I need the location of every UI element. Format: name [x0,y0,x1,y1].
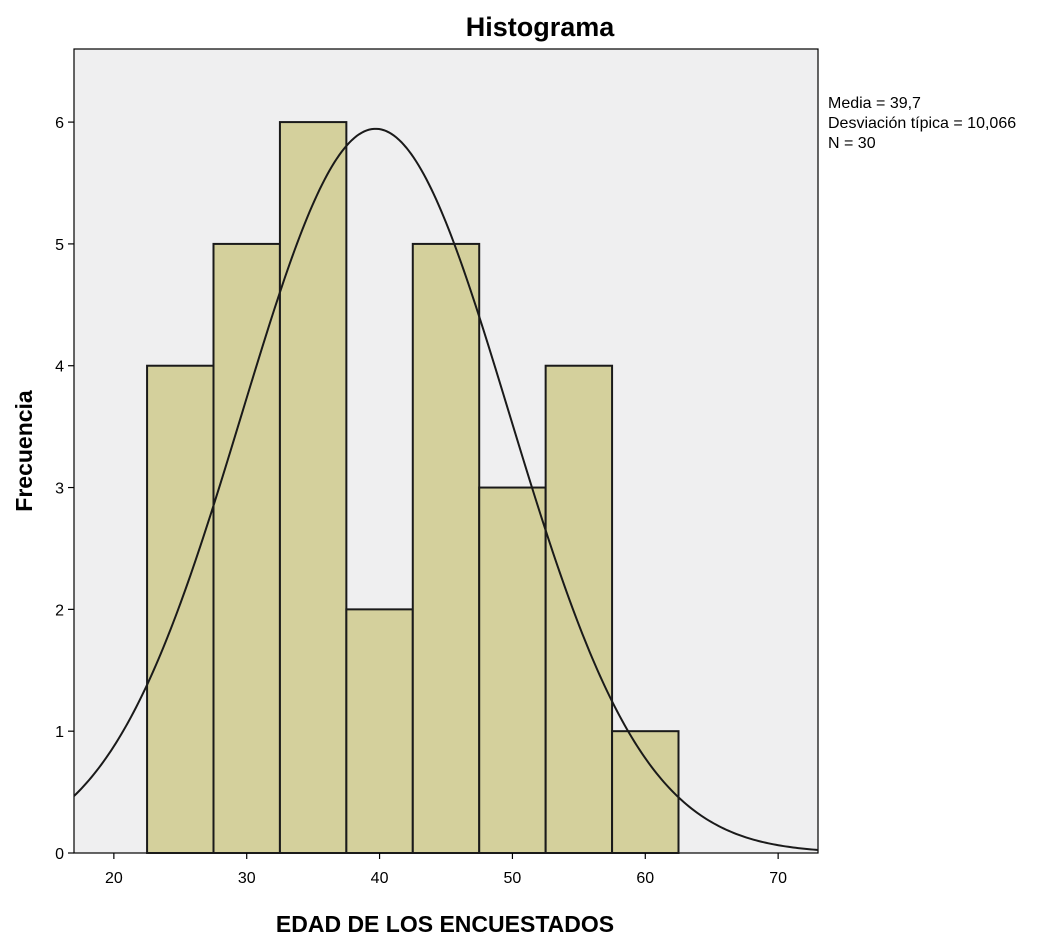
chart-title: Histograma [466,12,616,42]
histogram-bar-7 [544,364,614,854]
histogram-bar-3 [278,121,348,855]
stat-n: N = 30 [828,135,876,152]
x-tick-label: 70 [769,870,787,887]
y-tick-label: 0 [55,846,64,863]
histogram-bar-6 [478,486,547,854]
x-tick-label: 20 [105,870,123,887]
normal-curve [73,127,819,851]
y-tick-label: 4 [55,359,64,376]
y-tick-label: 6 [55,115,64,132]
histogram-bar-5 [411,242,481,854]
stat-std: Desviación típica = 10,066 [828,115,1016,132]
y-tick-label: 1 [55,724,64,741]
stats-legend: Media = 39,7 Desviación típica = 10,066 … [828,95,1016,152]
x-tick-label: 60 [636,870,654,887]
x-axis: 20 30 40 50 60 70 [105,853,787,887]
histogram-bar-2 [212,242,281,854]
histogram-bar-1 [146,364,215,854]
y-tick-label: 2 [55,602,64,619]
x-tick-label: 30 [238,870,256,887]
histogram-bar-8 [611,730,680,855]
y-tick-label: 3 [55,481,64,498]
histogram-bar-4 [345,608,414,855]
x-tick-label: 50 [504,870,522,887]
bars-group [146,121,680,855]
x-tick-label: 40 [371,870,389,887]
y-axis: 0 1 2 3 4 5 6 [55,115,74,863]
x-axis-label: EDAD DE LOS ENCUESTADOS [276,911,614,937]
stat-mean: Media = 39,7 [828,95,921,112]
y-axis-label: Frecuencia [11,390,37,512]
y-tick-label: 5 [55,237,64,254]
